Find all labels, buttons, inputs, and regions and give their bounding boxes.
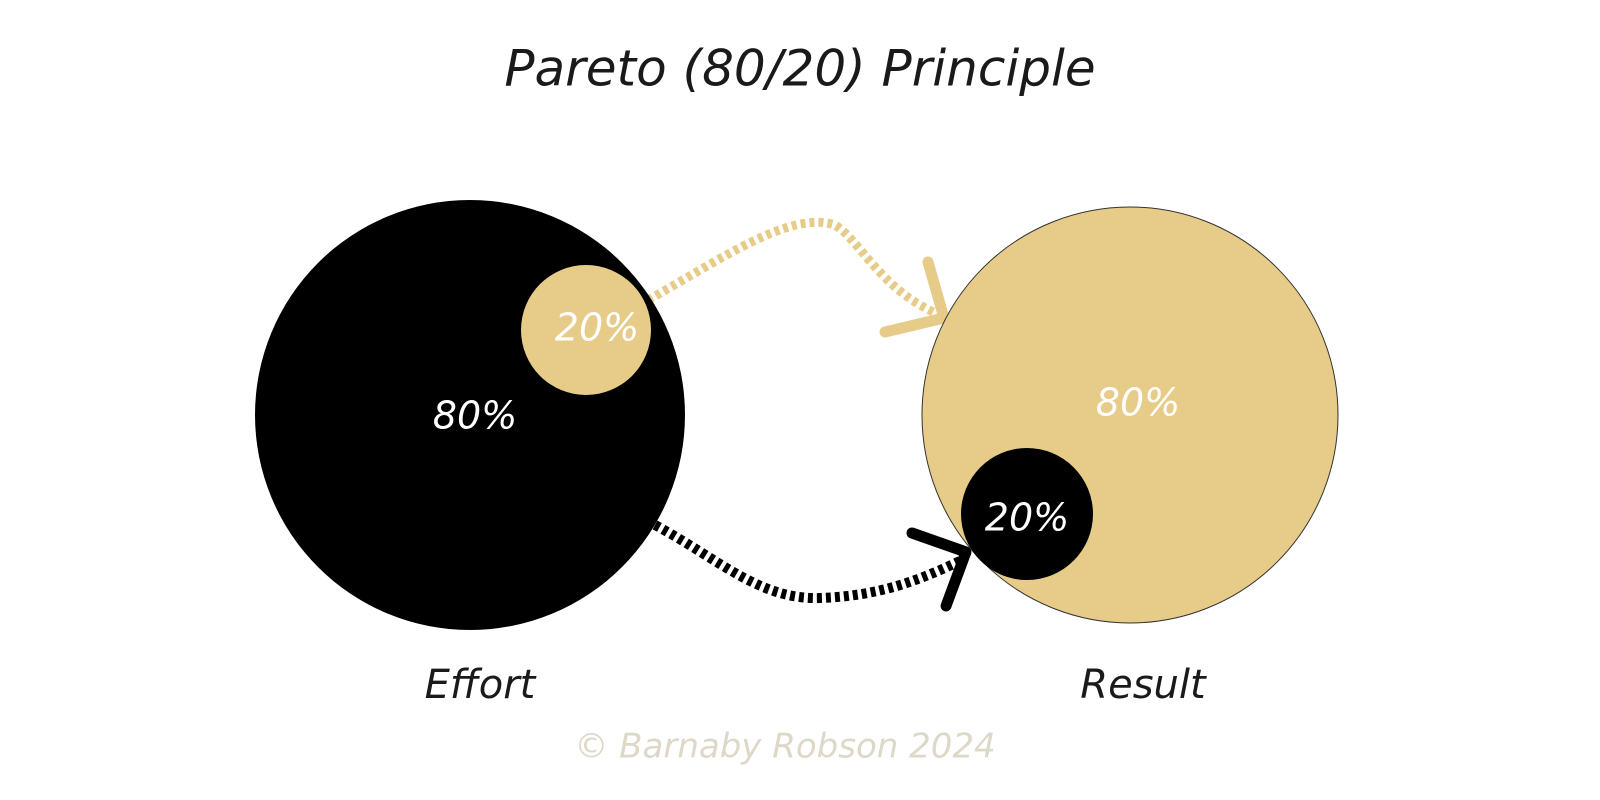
title: Pareto (80/20) Principle: [504, 40, 1095, 98]
effort-inner-circle: [521, 265, 651, 395]
arrowhead-black: [906, 527, 972, 612]
effort-caption: Effort: [425, 662, 537, 708]
arrow-black: [652, 520, 965, 604]
footer: © Barnaby Robson 2024: [574, 727, 995, 767]
arrowhead-gold: [879, 256, 950, 338]
result-inner-circle: [961, 448, 1093, 580]
result-caption: Result: [1080, 662, 1207, 708]
result-outer-label: 80%: [1096, 381, 1180, 425]
effort-inner-label: 20%: [555, 306, 639, 350]
effort-outer-label: 80%: [433, 394, 517, 438]
arrow-gold: [645, 217, 942, 320]
result-inner-label: 20%: [985, 496, 1069, 540]
